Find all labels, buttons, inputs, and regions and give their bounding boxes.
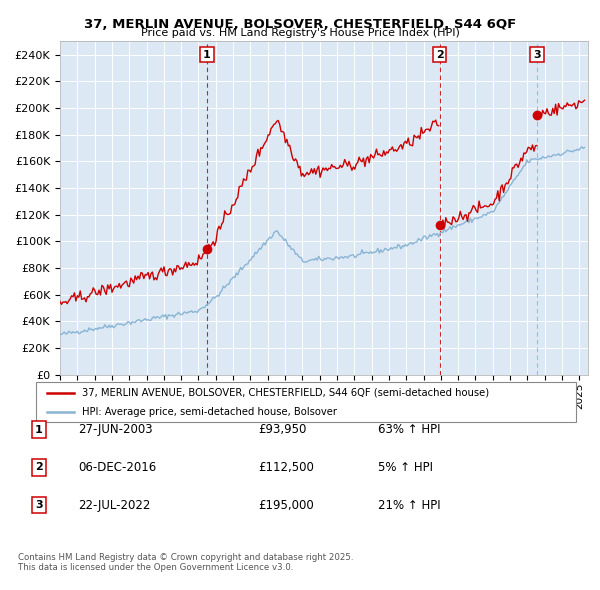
Text: £195,000: £195,000 — [258, 499, 314, 512]
Text: 2: 2 — [436, 50, 443, 60]
Text: 06-DEC-2016: 06-DEC-2016 — [78, 461, 156, 474]
Text: HPI: Average price, semi-detached house, Bolsover: HPI: Average price, semi-detached house,… — [82, 407, 337, 417]
Text: 21% ↑ HPI: 21% ↑ HPI — [378, 499, 440, 512]
Text: 63% ↑ HPI: 63% ↑ HPI — [378, 423, 440, 436]
Text: Price paid vs. HM Land Registry's House Price Index (HPI): Price paid vs. HM Land Registry's House … — [140, 28, 460, 38]
Text: 3: 3 — [533, 50, 541, 60]
Text: 37, MERLIN AVENUE, BOLSOVER, CHESTERFIELD, S44 6QF: 37, MERLIN AVENUE, BOLSOVER, CHESTERFIEL… — [84, 18, 516, 31]
Text: 27-JUN-2003: 27-JUN-2003 — [78, 423, 152, 436]
Text: 5% ↑ HPI: 5% ↑ HPI — [378, 461, 433, 474]
Text: £112,500: £112,500 — [258, 461, 314, 474]
Text: 37, MERLIN AVENUE, BOLSOVER, CHESTERFIELD, S44 6QF (semi-detached house): 37, MERLIN AVENUE, BOLSOVER, CHESTERFIEL… — [82, 388, 489, 398]
FancyBboxPatch shape — [36, 382, 576, 422]
Text: 1: 1 — [35, 425, 43, 434]
Text: 22-JUL-2022: 22-JUL-2022 — [78, 499, 151, 512]
Text: 2: 2 — [35, 463, 43, 472]
Text: 3: 3 — [35, 500, 43, 510]
Text: 1: 1 — [203, 50, 211, 60]
Text: £93,950: £93,950 — [258, 423, 307, 436]
Text: Contains HM Land Registry data © Crown copyright and database right 2025.: Contains HM Land Registry data © Crown c… — [18, 553, 353, 562]
Text: This data is licensed under the Open Government Licence v3.0.: This data is licensed under the Open Gov… — [18, 563, 293, 572]
